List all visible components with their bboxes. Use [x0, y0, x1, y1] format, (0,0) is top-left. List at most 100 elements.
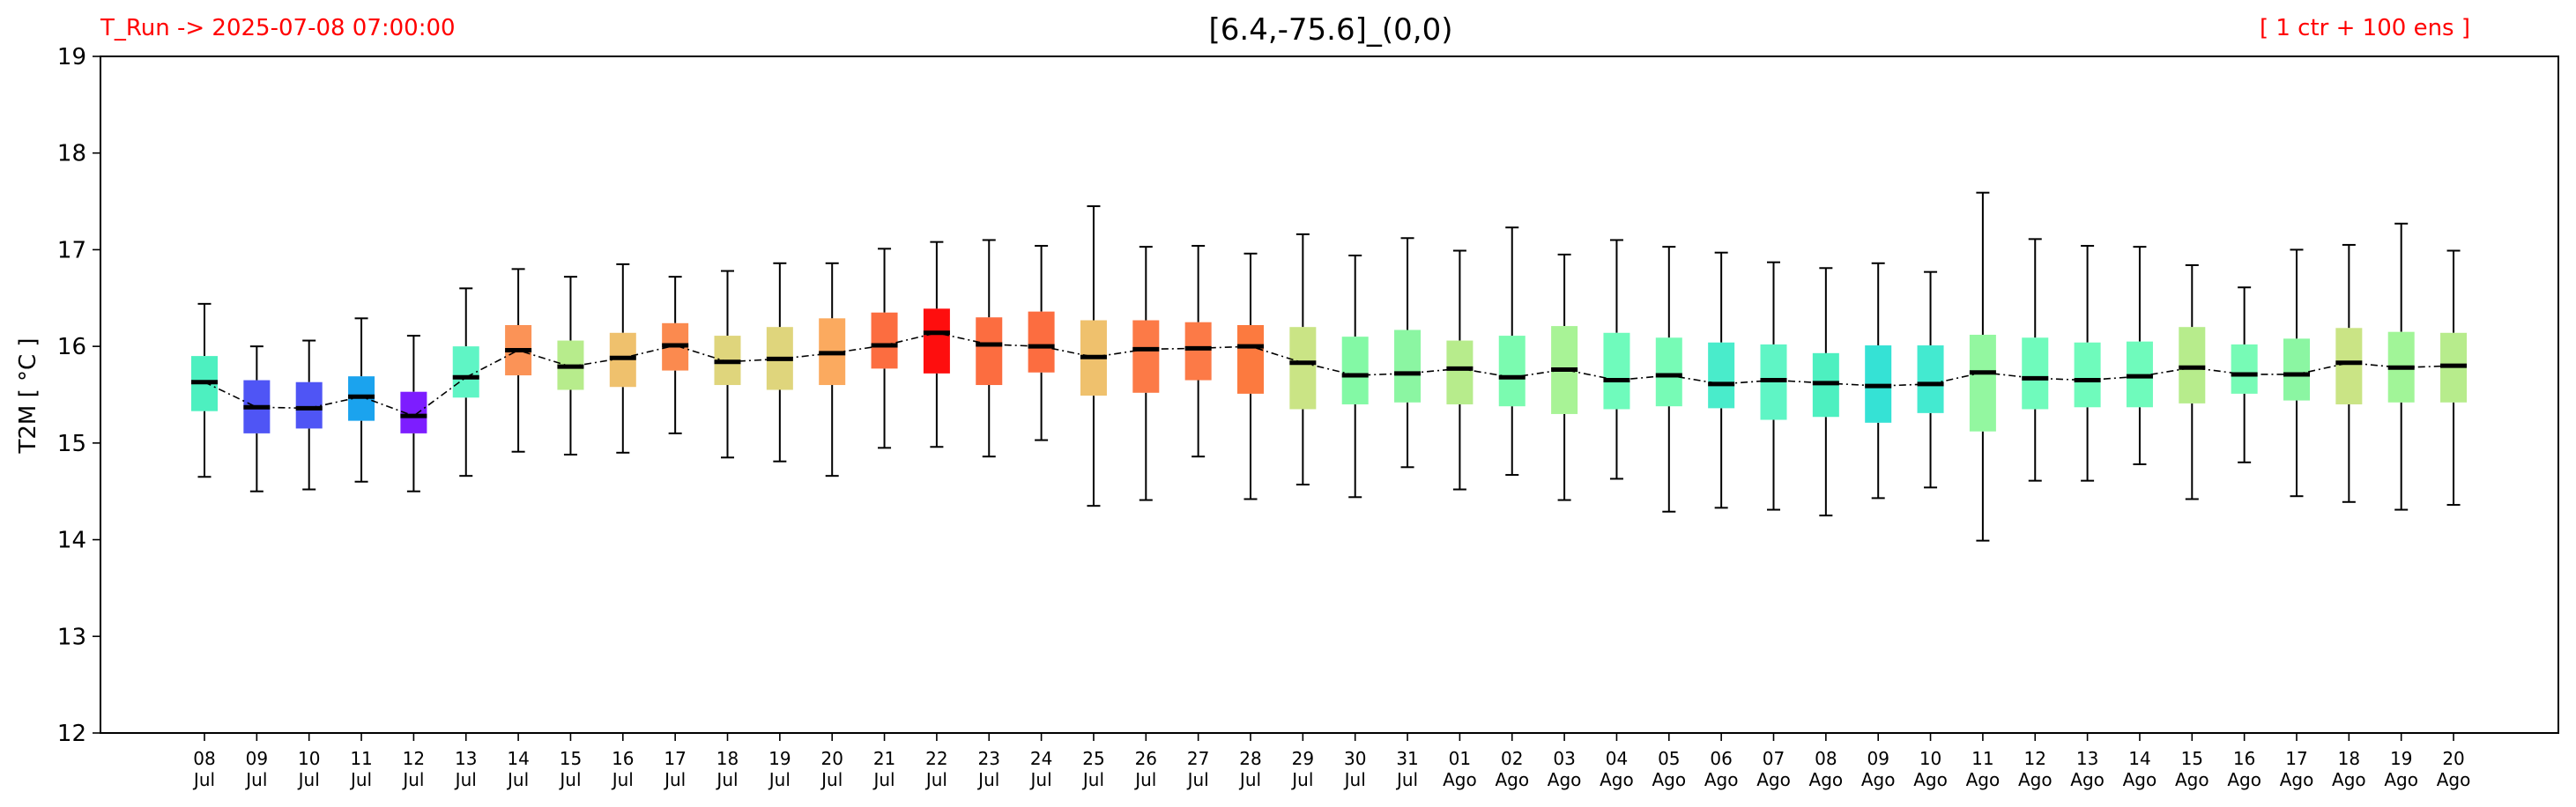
x-tick-month-label: Jul	[1081, 769, 1104, 790]
x-tick-day-label: 24	[1030, 748, 1052, 769]
x-tick-month-label: Ago	[1600, 769, 1634, 790]
x-tick-day-label: 25	[1082, 748, 1104, 769]
x-tick-day-label: 11	[1971, 748, 1993, 769]
x-tick-day-label: 20	[820, 748, 843, 769]
x-tick-month-label: Ago	[1809, 769, 1844, 790]
iqr-box	[1655, 337, 1682, 407]
x-tick-day-label: 02	[1501, 748, 1523, 769]
x-tick-month-label: Ago	[1704, 769, 1739, 790]
x-tick-day-label: 13	[2076, 748, 2098, 769]
y-tick-label: 13	[57, 624, 86, 650]
x-tick-month-label: Jul	[1238, 769, 1261, 790]
x-tick-day-label: 14	[507, 748, 529, 769]
iqr-box	[1603, 332, 1630, 410]
x-tick-day-label: 11	[350, 748, 372, 769]
x-tick-day-label: 14	[2128, 748, 2150, 769]
x-tick-month-label: Ago	[2437, 769, 2471, 790]
iqr-box	[1132, 320, 1160, 393]
x-tick-month-label: Ago	[1495, 769, 1529, 790]
x-tick-day-label: 27	[1187, 748, 1209, 769]
x-tick-day-label: 18	[2338, 748, 2360, 769]
y-tick-label: 17	[57, 237, 86, 263]
x-tick-day-label: 09	[246, 748, 268, 769]
x-tick-day-label: 21	[873, 748, 895, 769]
x-tick-day-label: 30	[1344, 748, 1366, 769]
x-tick-day-label: 08	[1815, 748, 1837, 769]
iqr-box	[1446, 340, 1474, 404]
iqr-box	[1708, 342, 1735, 409]
x-tick-month-label: Jul	[715, 769, 738, 790]
iqr-box	[1394, 329, 1422, 403]
iqr-box	[295, 381, 323, 429]
iqr-box	[452, 346, 479, 398]
x-tick-month-label: Jul	[1290, 769, 1313, 790]
ensemble-count-label: [ 1 ctr + 100 ens ]	[2260, 15, 2470, 41]
x-tick-month-label: Jul	[1029, 769, 1052, 790]
iqr-box	[2022, 337, 2049, 410]
iqr-box	[923, 308, 950, 374]
x-tick-month-label: Ago	[1652, 769, 1686, 790]
x-tick-month-label: Ago	[2227, 769, 2261, 790]
x-tick-day-label: 19	[2390, 748, 2412, 769]
chart-title: [6.4,-75.6]_(0,0)	[1209, 12, 1453, 48]
x-tick-day-label: 26	[1135, 748, 1157, 769]
x-tick-day-label: 12	[403, 748, 425, 769]
iqr-box	[1028, 311, 1055, 373]
x-tick-month-label: Ago	[2332, 769, 2366, 790]
x-tick-month-label: Ago	[2384, 769, 2418, 790]
x-tick-month-label: Jul	[297, 769, 320, 790]
x-tick-month-label: Jul	[454, 769, 477, 790]
iqr-box	[1969, 334, 1996, 432]
x-tick-month-label: Ago	[2175, 769, 2209, 790]
iqr-box	[2335, 328, 2363, 404]
x-tick-day-label: 04	[1606, 748, 1628, 769]
x-tick-month-label: Ago	[2123, 769, 2157, 790]
x-tick-day-label: 09	[1867, 748, 1889, 769]
x-tick-month-label: Ago	[1966, 769, 2001, 790]
iqr-box	[1498, 336, 1526, 407]
x-tick-month-label: Ago	[1548, 769, 1582, 790]
iqr-box	[871, 312, 898, 369]
x-tick-month-label: Ago	[2280, 769, 2314, 790]
x-tick-day-label: 19	[768, 748, 791, 769]
run-timestamp-label: T_Run -> 2025-07-08 07:00:00	[100, 15, 456, 41]
y-tick-label: 18	[57, 141, 86, 167]
x-tick-month-label: Jul	[401, 769, 424, 790]
x-tick-day-label: 16	[612, 748, 634, 769]
iqr-box	[1289, 327, 1317, 410]
y-tick-label: 16	[57, 334, 86, 360]
iqr-box	[2074, 342, 2101, 408]
x-tick-day-label: 05	[1658, 748, 1680, 769]
x-tick-day-label: 03	[1553, 748, 1575, 769]
x-tick-day-label: 22	[925, 748, 947, 769]
y-tick-label: 12	[57, 721, 86, 747]
iqr-box	[976, 317, 1003, 386]
x-tick-day-label: 16	[2233, 748, 2255, 769]
y-axis-ticks: 12 13 14 15 16 17 18 19	[57, 44, 100, 747]
x-tick-month-label: Jul	[1343, 769, 1366, 790]
x-tick-month-label: Ago	[2018, 769, 2053, 790]
x-tick-month-label: Jul	[558, 769, 581, 790]
iqr-box	[1184, 322, 1212, 381]
iqr-box	[2231, 344, 2258, 394]
x-tick-month-label: Jul	[506, 769, 529, 790]
x-tick-month-label: Jul	[1395, 769, 1418, 790]
x-tick-month-label: Jul	[976, 769, 999, 790]
y-tick-label: 14	[57, 528, 86, 554]
y-axis-label: T2M [ °C ]	[15, 337, 41, 454]
x-tick-day-label: 18	[716, 748, 739, 769]
x-tick-month-label: Jul	[349, 769, 372, 790]
x-tick-day-label: 17	[2285, 748, 2307, 769]
x-tick-month-label: Ago	[2070, 769, 2105, 790]
x-tick-month-label: Jul	[244, 769, 267, 790]
x-tick-month-label: Jul	[192, 769, 215, 790]
x-tick-day-label: 06	[1710, 748, 1732, 769]
iqr-box	[1341, 337, 1369, 404]
median-markers	[191, 330, 2468, 418]
x-tick-month-label: Jul	[924, 769, 947, 790]
x-tick-month-label: Jul	[1133, 769, 1156, 790]
iqr-box	[2179, 327, 2206, 404]
x-tick-day-label: 13	[455, 748, 477, 769]
